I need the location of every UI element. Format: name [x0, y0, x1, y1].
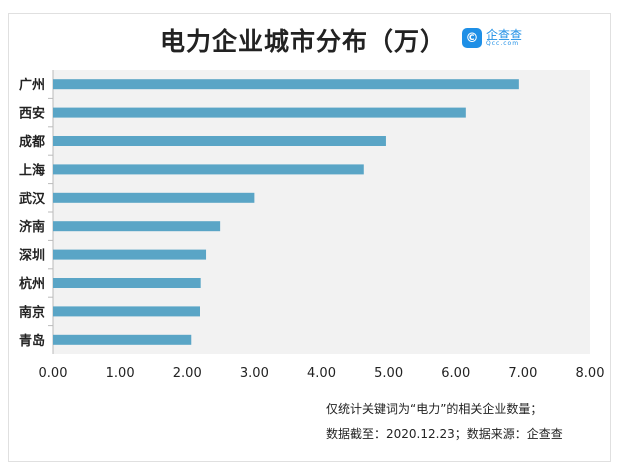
category-label: 南京: [19, 304, 45, 320]
category-label: 广州: [19, 77, 45, 93]
category-label: 杭州: [19, 276, 45, 292]
footnote-2: 数据截至：2020.12.23；数据来源：企查查: [326, 427, 563, 441]
bar-成都: [53, 136, 386, 146]
footnote-1: 仅统计关键词为“电力”的相关企业数量；: [326, 402, 543, 416]
category-label: 上海: [19, 162, 45, 178]
bar-西安: [53, 107, 466, 118]
qcc-logo: © 企查查 Qcc.com: [462, 28, 522, 48]
bar-深圳: [53, 249, 207, 260]
bar-济南: [53, 221, 221, 232]
bar-上海: [53, 164, 364, 175]
x-tick-label: 4.00: [307, 366, 336, 381]
bar-杭州: [53, 278, 201, 288]
x-tick-label: 5.00: [374, 366, 403, 381]
x-tick-label: 1.00: [106, 366, 135, 381]
category-label: 青岛: [19, 333, 45, 349]
category-label: 深圳: [19, 248, 45, 264]
x-tick-label: 3.00: [240, 366, 269, 381]
x-tick-label: 7.00: [508, 366, 537, 381]
category-label: 成都: [19, 134, 45, 150]
category-label: 济南: [19, 219, 45, 235]
x-tick-label: 2.00: [173, 366, 202, 381]
x-tick-label: 0.00: [39, 366, 68, 381]
chart-frame: [8, 13, 611, 462]
category-label: 武汉: [19, 191, 46, 207]
x-tick-label: 6.00: [441, 366, 470, 381]
chart-title: 电力企业城市分布（万）: [160, 27, 447, 56]
qcc-logo-icon: ©: [462, 28, 482, 48]
bar-广州: [53, 79, 519, 90]
category-label: 西安: [19, 106, 45, 122]
logo-text-en: Qcc.com: [486, 40, 520, 47]
x-tick-label: 8.00: [576, 366, 605, 381]
bar-南京: [53, 306, 201, 317]
bar-武汉: [53, 192, 255, 203]
logo-text-cn: 企查查: [486, 28, 523, 42]
bar-青岛: [53, 334, 192, 345]
